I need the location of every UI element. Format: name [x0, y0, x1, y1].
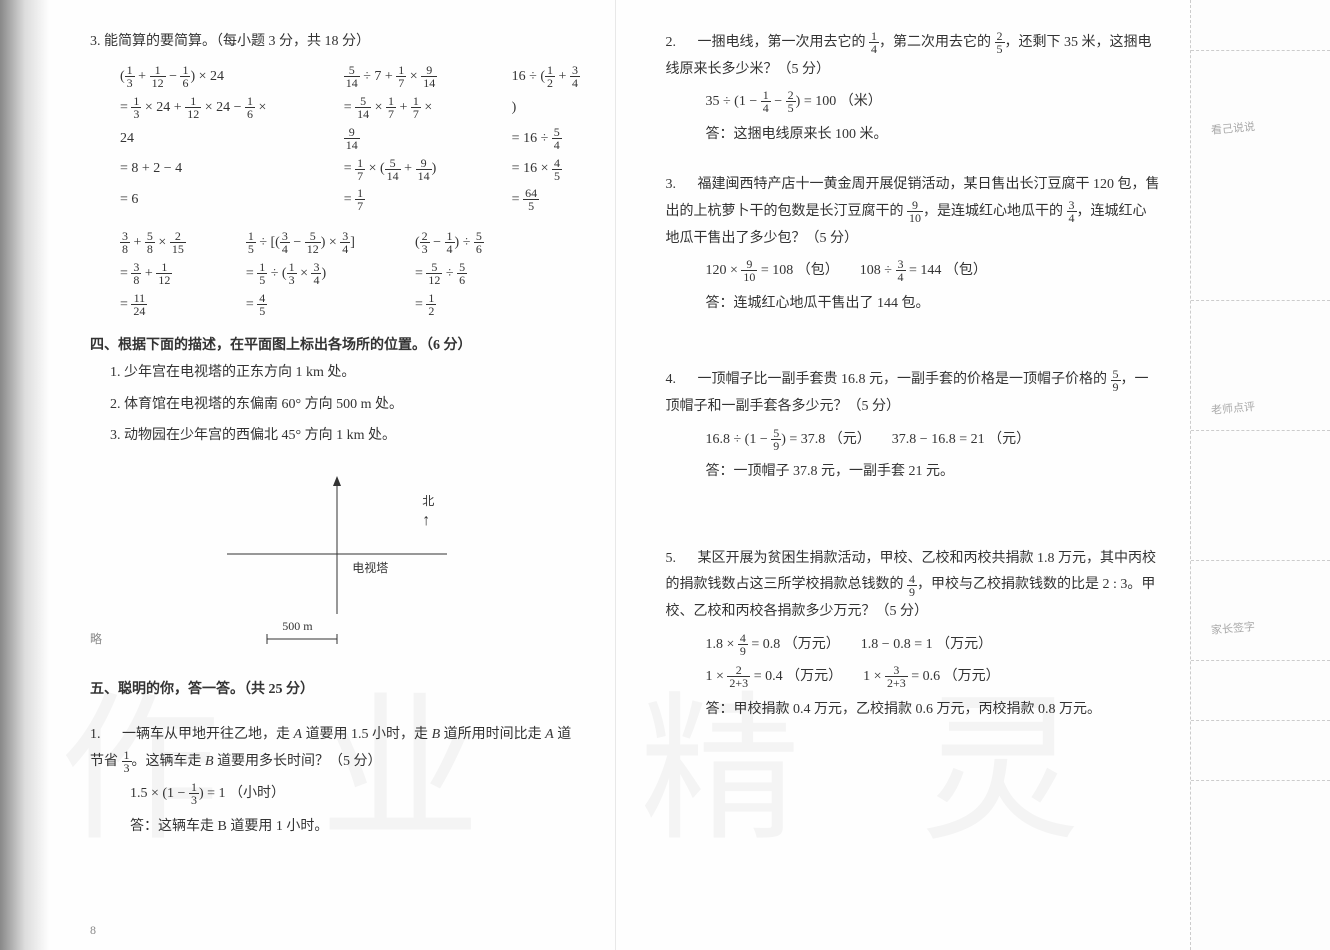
calc-col: (23 − 14) ÷ 56 = 512 ÷ 56 = 12	[415, 228, 484, 320]
calc-line: = 514 × 17 + 17 × 914	[344, 93, 452, 155]
calc-line: = 17 × (514 + 914)	[344, 154, 452, 185]
calc-line: = 1124	[120, 290, 186, 321]
p1-num: 1.	[90, 727, 101, 742]
north-label: 北	[422, 492, 434, 509]
p5-work1: 1.8 × 49 = 0.8 （万元） 1.8 − 0.8 = 1 （万元）	[706, 632, 1161, 659]
margin-column: 看己说说 老师点评 家长签字	[1190, 0, 1330, 950]
calc-line: = 12	[415, 290, 484, 321]
diagram-svg	[187, 464, 487, 664]
p5-work2: 1 × 22+3 = 0.4 （万元） 1 × 32+3 = 0.6 （万元）	[706, 664, 1161, 691]
calc-line: = 16 ÷ 54	[512, 124, 585, 155]
calc-line: = 45	[246, 290, 355, 321]
calc-line: = 15 ÷ (13 × 34)	[246, 259, 355, 290]
section-4-title: 四、根据下面的描述，在平面图上标出各场所的位置。（6 分）	[90, 334, 585, 354]
problem-5: 5. 某区开展为贫困生捐款活动，甲校、乙校和丙校共捐款 1.8 万元，其中丙校的…	[666, 546, 1161, 724]
page-spread: 3. 能简算的要简算。（每小题 3 分，共 18 分） (13 + 112 − …	[0, 0, 1330, 950]
center-label: 电视塔	[352, 559, 388, 576]
p3-work: 120 × 910 = 108 （包） 108 ÷ 34 = 144 （包）	[706, 258, 1161, 285]
p4-ans: 答：一顶帽子 37.8 元，一副手套 21 元。	[706, 459, 1161, 486]
p4-num: 4.	[666, 372, 677, 387]
calc-line: = 645	[512, 185, 585, 216]
scale-label: 500 m	[282, 619, 312, 634]
binding-shadow	[0, 0, 50, 950]
p3-text: 福建闽西特产店十一黄金周开展促销活动，某日售出长汀豆腐干 120 包，售出的上杭…	[666, 177, 1160, 245]
margin-badge: 老师点评	[1210, 398, 1255, 418]
p5-num: 5.	[666, 551, 677, 566]
calc-line: = 16 × 45	[512, 154, 585, 185]
p3-num: 3.	[666, 177, 677, 192]
p2-work: 35 ÷ (1 − 14 − 25) = 100 （米）	[706, 89, 1161, 116]
problem-1: 1. 一辆车从甲地开往乙地，走 A 道要用 1.5 小时，走 B 道所用时间比走…	[90, 722, 585, 840]
p1-text: 一辆车从甲地开往乙地，走 A 道要用 1.5 小时，走 B 道所用时间比走 A …	[90, 727, 571, 769]
side-brief: 略	[90, 630, 102, 647]
problem-3: 3. 福建闽西特产店十一黄金周开展促销活动，某日售出长汀豆腐干 120 包，售出…	[666, 172, 1161, 317]
calc-col: 38 + 58 × 215 = 38 + 112 = 1124	[120, 228, 186, 320]
margin-badge: 看己说说	[1210, 118, 1255, 138]
problem-4: 4. 一顶帽子比一副手套贵 16.8 元，一副手套的价格是一顶帽子价格的 59，…	[666, 367, 1161, 485]
calc-line: (23 − 14) ÷ 56	[415, 228, 484, 259]
north-arrow: ↑	[422, 512, 430, 530]
p2-text: 一捆电线，第一次用去它的 14，第二次用去它的 25，还剩下 35 米，这捆电线…	[666, 35, 1152, 77]
p1-ans: 答：这辆车走 B 道要用 1 小时。	[130, 814, 585, 841]
dashed-divider	[1191, 660, 1330, 661]
page-number: 8	[90, 923, 96, 938]
calc-row-1: (13 + 112 − 16) × 24 = 13 × 24 + 112 × 2…	[120, 62, 585, 216]
dashed-divider	[1191, 780, 1330, 781]
calc-line: 514 ÷ 7 + 17 × 914	[344, 62, 452, 93]
calc-line: = 17	[344, 185, 452, 216]
dashed-divider	[1191, 430, 1330, 431]
q3-header: 3. 能简算的要简算。（每小题 3 分，共 18 分）	[90, 30, 585, 50]
dashed-divider	[1191, 50, 1330, 51]
calc-line: = 8 + 2 − 4	[120, 154, 284, 185]
p4-work: 16.8 ÷ (1 − 59) = 37.8 （元） 37.8 − 16.8 =…	[706, 427, 1161, 454]
margin-badge: 家长签字	[1210, 618, 1255, 638]
p5-text: 某区开展为贫困生捐款活动，甲校、乙校和丙校共捐款 1.8 万元，其中丙校的捐款钱…	[666, 551, 1157, 619]
calc-col: 514 ÷ 7 + 17 × 914 = 514 × 17 + 17 × 914…	[344, 62, 452, 216]
calc-line: = 512 ÷ 56	[415, 259, 484, 290]
p2-ans: 答：这捆电线原来长 100 米。	[706, 122, 1161, 149]
sec4-item: 2. 体育馆在电视塔的东偏南 60° 方向 500 m 处。	[110, 392, 585, 417]
calc-row-2: 38 + 58 × 215 = 38 + 112 = 1124 15 ÷ [(3…	[120, 228, 585, 320]
calc-line: (13 + 112 − 16) × 24	[120, 62, 284, 93]
calc-line: 15 ÷ [(34 − 512) × 34]	[246, 228, 355, 259]
dashed-divider	[1191, 300, 1330, 301]
p2-num: 2.	[666, 35, 677, 50]
left-page: 3. 能简算的要简算。（每小题 3 分，共 18 分） (13 + 112 − …	[50, 0, 615, 950]
dashed-divider	[1191, 720, 1330, 721]
calc-col: 15 ÷ [(34 − 512) × 34] = 15 ÷ (13 × 34) …	[246, 228, 355, 320]
sec4-item: 3. 动物园在少年宫的西偏北 45° 方向 1 km 处。	[110, 423, 585, 448]
calc-line: 38 + 58 × 215	[120, 228, 186, 259]
calc-col: (13 + 112 − 16) × 24 = 13 × 24 + 112 × 2…	[120, 62, 284, 216]
calc-line: = 6	[120, 185, 284, 216]
calc-line: 16 ÷ (12 + 34)	[512, 62, 585, 124]
position-diagram: 北 ↑ 电视塔 500 m	[187, 464, 487, 664]
q3-text: 能简算的要简算。（每小题 3 分，共 18 分）	[104, 34, 370, 49]
p3-ans: 答：连城红心地瓜干售出了 144 包。	[706, 291, 1161, 318]
calc-line: = 38 + 112	[120, 259, 186, 290]
sec4-item: 1. 少年宫在电视塔的正东方向 1 km 处。	[110, 360, 585, 385]
q3-num: 3.	[90, 34, 101, 49]
p4-text: 一顶帽子比一副手套贵 16.8 元，一副手套的价格是一顶帽子价格的 59，一顶帽…	[666, 372, 1149, 414]
p1-work: 1.5 × (1 − 13) = 1 （小时）	[130, 781, 585, 808]
section-5-title: 五、聪明的你，答一答。（共 25 分）	[90, 678, 585, 698]
calc-col: 16 ÷ (12 + 34) = 16 ÷ 54 = 16 × 45 = 645	[512, 62, 585, 216]
dashed-divider	[1191, 560, 1330, 561]
right-page: 2. 一捆电线，第一次用去它的 14，第二次用去它的 25，还剩下 35 米，这…	[615, 0, 1191, 950]
calc-line: = 13 × 24 + 112 × 24 − 16 × 24	[120, 93, 284, 155]
p5-ans: 答：甲校捐款 0.4 万元，乙校捐款 0.6 万元，丙校捐款 0.8 万元。	[706, 697, 1161, 724]
problem-2: 2. 一捆电线，第一次用去它的 14，第二次用去它的 25，还剩下 35 米，这…	[666, 30, 1161, 148]
